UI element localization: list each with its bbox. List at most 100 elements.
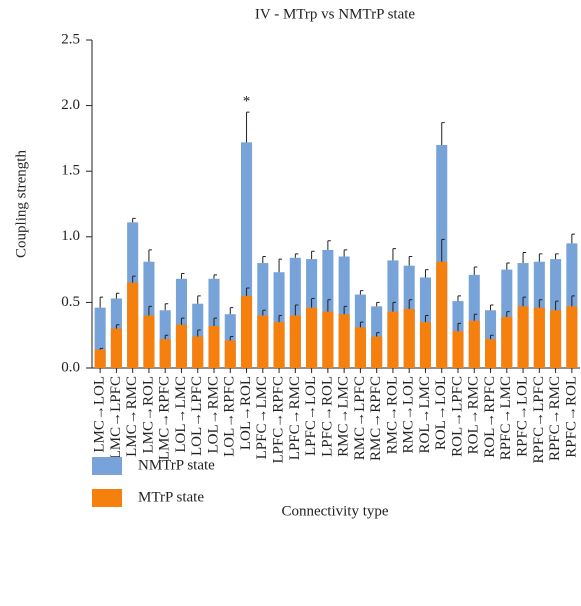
x-tick-label: LOL→ROL: [238, 376, 254, 450]
error-bar: [408, 299, 413, 309]
error-bar: [327, 240, 331, 250]
bar: [241, 295, 253, 368]
error-bar: [457, 322, 461, 332]
bar: [273, 322, 285, 368]
error-bar: [538, 299, 543, 308]
bar: [175, 324, 187, 368]
error-bar: [164, 334, 169, 340]
y-tick-label: 1.0: [61, 228, 80, 244]
error-bar: [359, 290, 364, 295]
bar: [354, 327, 366, 368]
bar: [143, 315, 155, 368]
x-tick-label: RMC→RPFC: [368, 376, 384, 461]
bar: [224, 340, 236, 368]
error-bar: [278, 315, 283, 323]
bar: [485, 339, 497, 368]
x-tick-label: LMC→ROL: [140, 376, 156, 454]
x-tick-label: LPFC→RMC: [287, 376, 303, 460]
x-tick-label: RPFC→LPFC: [531, 376, 547, 464]
bar: [452, 331, 464, 368]
y-tick-label: 0.0: [61, 359, 80, 375]
legend-swatch: [92, 457, 122, 475]
error-bar: [473, 266, 478, 275]
x-tick-label: ROL→RPFC: [482, 376, 498, 458]
error-bar: [311, 250, 315, 260]
bar: [257, 315, 269, 368]
y-tick-label: 2.0: [61, 97, 80, 113]
bar: [403, 308, 415, 368]
error-bar: [294, 253, 299, 258]
error-bar: [294, 304, 299, 316]
x-tick-label: LMC→LPFC: [108, 376, 124, 459]
x-tick-label: RMC→ROL: [384, 376, 400, 454]
error-bar: [229, 307, 234, 315]
error-bar: [343, 249, 348, 257]
error-bar: [392, 301, 396, 312]
error-bar: [180, 273, 185, 279]
x-tick-label: LOL→RMC: [205, 376, 221, 454]
error-bar: [262, 309, 266, 316]
error-bar: [148, 249, 152, 262]
x-tick-label: RMC→LMC: [336, 376, 352, 457]
error-bar: [148, 305, 152, 316]
y-tick-label: 2.5: [61, 31, 80, 47]
x-tick-label: RPFC→LMC: [498, 376, 514, 460]
error-bar: [424, 315, 429, 323]
error-bar: [229, 336, 234, 341]
bar: [306, 307, 318, 368]
x-tick-label: LPFC→LOL: [303, 376, 319, 456]
x-axis-label: Connectivity type: [281, 503, 388, 519]
error-bar: [522, 296, 527, 307]
error-bar: [392, 248, 396, 261]
x-tick-label: ROL→LPFC: [449, 376, 465, 457]
error-bar: [506, 262, 510, 270]
error-bar: [132, 275, 136, 283]
bar: [566, 306, 578, 368]
error-bar: [441, 122, 445, 145]
x-tick-label: RMC→LOL: [401, 376, 417, 454]
bar: [338, 314, 350, 368]
bar: [501, 316, 513, 368]
error-bar: [473, 313, 478, 321]
x-tick-label: LPFC→LMC: [254, 376, 270, 459]
x-tick-label: LPFC→ROL: [319, 376, 335, 457]
x-tick-label: LOL→LMC: [173, 376, 189, 453]
y-axis-label: Coupling strength: [13, 150, 29, 258]
bar: [127, 282, 139, 368]
error-bar: [278, 258, 283, 273]
error-bar: [441, 238, 445, 262]
bar: [550, 310, 562, 368]
x-tick-label: ROL→LMC: [417, 376, 433, 454]
error-bar: [213, 274, 217, 279]
bar: [289, 315, 301, 368]
x-tick-label: LOL→RPFC: [222, 376, 238, 457]
x-tick-label: ROL→LOL: [433, 376, 449, 450]
x-tick-label: RPFC→LOL: [515, 376, 531, 457]
bar: [208, 326, 220, 368]
error-bar: [457, 295, 461, 302]
x-tick-label: LMC→RMC: [124, 376, 140, 457]
bar: [94, 307, 106, 368]
error-bar: [555, 253, 559, 260]
error-bar: [262, 255, 266, 264]
bar: [517, 306, 529, 368]
x-tick-label: RPFC→RMC: [547, 376, 563, 461]
error-bar: [359, 321, 364, 328]
bar: [371, 336, 383, 368]
error-bar: [115, 324, 120, 329]
error-bar: [571, 233, 575, 244]
bar: [159, 339, 171, 368]
error-bar: [571, 295, 575, 307]
error-bar: [99, 347, 104, 350]
error-bar: [490, 334, 494, 340]
x-tick-label: LMC→RPFC: [157, 376, 173, 460]
error-bar: [376, 301, 380, 307]
bar: [94, 349, 106, 368]
error-bar: [213, 317, 217, 327]
error-bar: [246, 111, 250, 143]
bar: [468, 320, 480, 368]
error-bar: [197, 329, 201, 337]
legend-swatch: [92, 489, 122, 507]
